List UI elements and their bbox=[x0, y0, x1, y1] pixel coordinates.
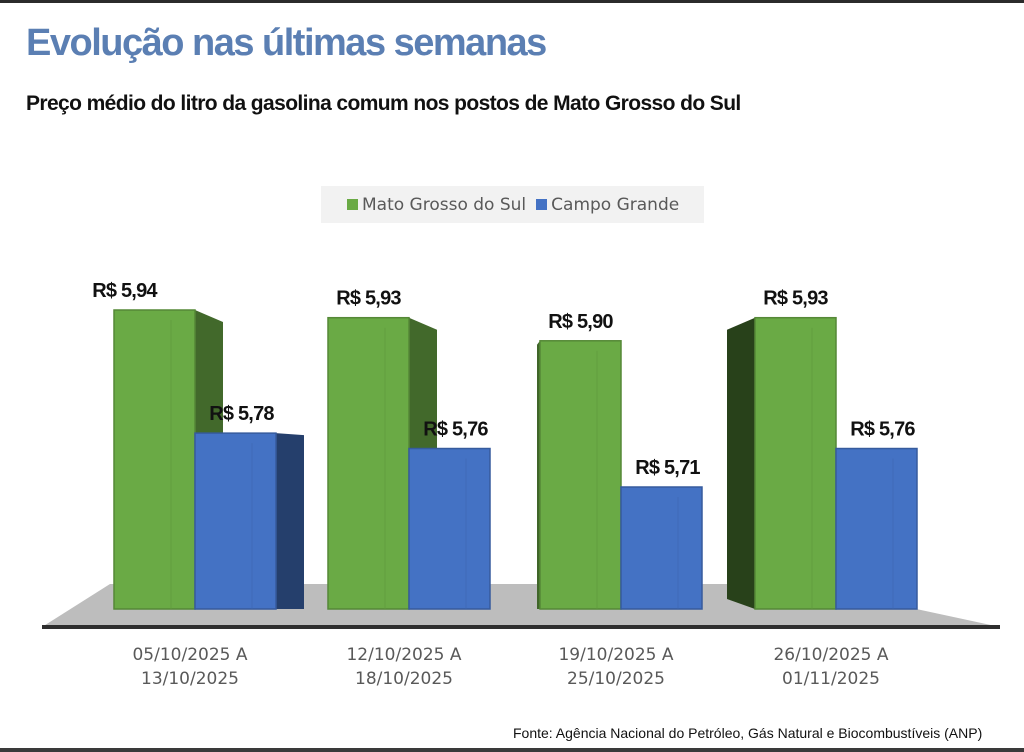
value-label-cg-1: R$ 5,76 bbox=[423, 419, 488, 441]
chart-legend: Mato Grosso do Sul Campo Grande bbox=[321, 186, 704, 223]
x-tick-label-1-0: 12/10/2025 A bbox=[346, 645, 461, 665]
legend-label-cg: Campo Grande bbox=[551, 194, 680, 215]
bar-cg-0 bbox=[194, 432, 277, 610]
legend-swatch-cg bbox=[536, 199, 548, 210]
bar-side-0-1 bbox=[276, 433, 304, 609]
x-tick-label-2-0: 19/10/2025 A bbox=[558, 645, 673, 665]
bar-cg-1 bbox=[408, 447, 491, 610]
top-rule bbox=[0, 0, 1024, 3]
page-title: Evolução nas últimas semanas bbox=[26, 22, 547, 64]
bottom-rule bbox=[0, 748, 1024, 752]
x-tick-label-3-0: 26/10/2025 A bbox=[773, 645, 888, 665]
value-label-cg-2: R$ 5,71 bbox=[635, 457, 700, 479]
x-tick-label-2-1: 25/10/2025 bbox=[567, 669, 665, 689]
value-label-cg-0: R$ 5,78 bbox=[209, 403, 274, 425]
value-label-ms-0: R$ 5,94 bbox=[92, 280, 158, 302]
bar-cg-3 bbox=[835, 447, 918, 610]
bar-ms-0 bbox=[113, 309, 196, 610]
x-tick-label-3-1: 01/11/2025 bbox=[782, 669, 880, 689]
value-label-cg-3: R$ 5,76 bbox=[850, 419, 915, 441]
bar-ms-2 bbox=[539, 340, 622, 610]
legend-item-campo-grande: Campo Grande bbox=[536, 195, 679, 215]
legend-swatch-ms bbox=[347, 199, 358, 210]
value-label-ms-2: R$ 5,90 bbox=[548, 311, 613, 333]
legend-label-ms: Mato Grosso do Sul bbox=[362, 194, 527, 215]
chart-subtitle: Preço médio do litro da gasolina comum n… bbox=[26, 92, 741, 115]
legend-item-mato-grosso-do-sul: Mato Grosso do Sul bbox=[347, 195, 526, 215]
x-tick-label-0-1: 13/10/2025 bbox=[141, 669, 239, 689]
bar-side-3-0 bbox=[727, 317, 755, 609]
value-label-ms-1: R$ 5,93 bbox=[336, 288, 401, 310]
x-tick-label-1-1: 18/10/2025 bbox=[355, 669, 453, 689]
bar-ms-3 bbox=[754, 316, 837, 610]
value-label-ms-3: R$ 5,93 bbox=[763, 288, 828, 310]
source-note: Fonte: Agência Nacional do Petróleo, Gás… bbox=[513, 725, 983, 741]
bar-cg-2 bbox=[620, 486, 703, 610]
bar-ms-1 bbox=[327, 316, 410, 610]
x-tick-label-0-0: 05/10/2025 A bbox=[132, 645, 247, 665]
x-axis-line bbox=[42, 625, 1000, 629]
